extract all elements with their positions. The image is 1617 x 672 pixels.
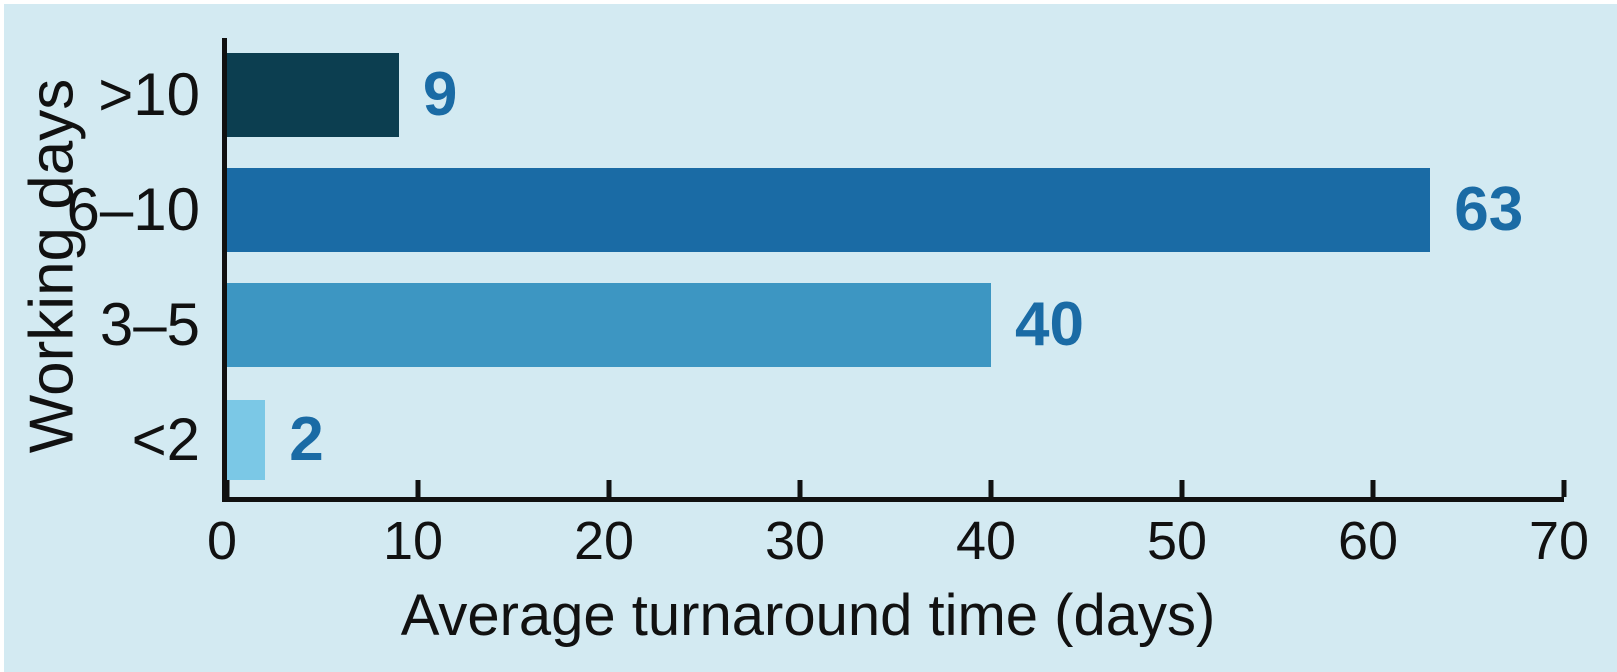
category-label-lt2: <2 xyxy=(131,405,200,473)
x-tick-label: 60 xyxy=(1337,511,1399,571)
bar-value-label: 63 xyxy=(1454,175,1524,245)
chart-panel: Working days >10 6–10 3–5 <2 9 63 40 2 xyxy=(4,4,1617,672)
x-axis-tick-70 xyxy=(1561,480,1567,497)
bar-row-gt10: 9 xyxy=(227,38,1564,153)
x-tick-label: 10 xyxy=(382,511,444,571)
category-label-gt10: >10 xyxy=(98,61,200,129)
category-label-3-5: 3–5 xyxy=(99,290,200,358)
bars-container: 9 63 40 2 xyxy=(227,38,1564,497)
x-tick-label: 20 xyxy=(573,511,635,571)
bar-row-3-5: 40 xyxy=(227,268,1564,383)
x-axis-tick-30 xyxy=(797,480,803,497)
bar-gt10 xyxy=(227,53,399,138)
x-axis-title: Average turnaround time (days) xyxy=(400,583,1216,648)
x-axis-tick-labels: 0 10 20 30 40 50 60 70 xyxy=(207,511,1589,574)
x-axis-tick-50 xyxy=(1179,480,1185,497)
x-tick-label: 40 xyxy=(955,511,1017,571)
bar-value-label: 2 xyxy=(289,404,324,474)
x-axis-tick-20 xyxy=(606,480,612,497)
category-label-6-10: 6–10 xyxy=(66,176,200,244)
x-axis-tick-10 xyxy=(415,480,421,497)
x-tick-label: 30 xyxy=(764,511,826,571)
x-axis-tick-60 xyxy=(1370,480,1376,497)
bar-lt2 xyxy=(227,399,266,480)
bar-3-5 xyxy=(227,282,991,367)
y-category-labels: >10 6–10 3–5 <2 xyxy=(4,38,208,497)
x-tick-label: 0 xyxy=(206,511,238,571)
bar-6-10 xyxy=(227,168,1431,253)
bar-value-label: 40 xyxy=(1015,289,1084,359)
plot-area: 9 63 40 2 xyxy=(222,38,1567,502)
x-tick-label: 50 xyxy=(1146,511,1208,571)
x-tick-label: 70 xyxy=(1528,511,1590,571)
bar-value-label: 9 xyxy=(422,60,458,130)
x-axis-tick-40 xyxy=(988,480,994,497)
bar-row-lt2: 2 xyxy=(227,382,1564,497)
bar-row-6-10: 63 xyxy=(227,153,1564,268)
x-axis-tick-0 xyxy=(224,480,230,497)
